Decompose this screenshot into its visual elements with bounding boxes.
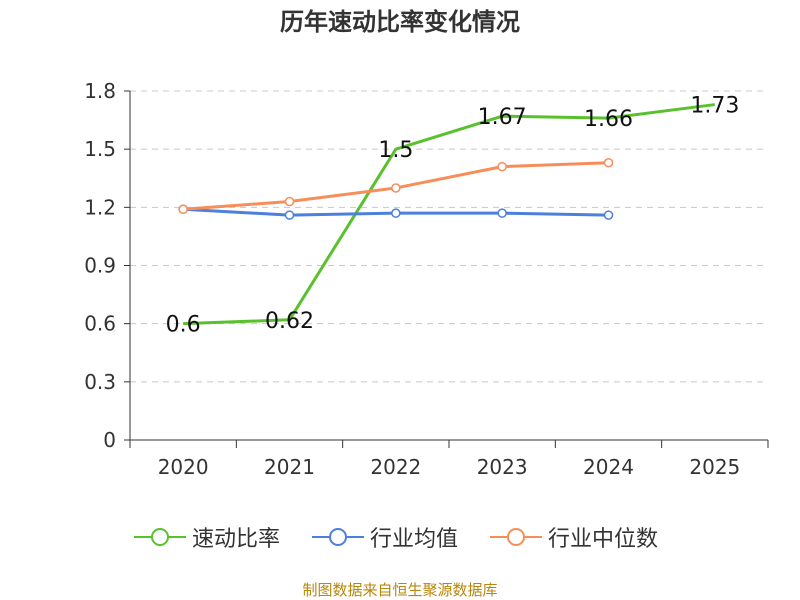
legend: 速动比率 行业均值 行业中位数: [0, 519, 800, 555]
x-tick-label: 2022: [370, 455, 421, 479]
legend-label: 速动比率: [192, 527, 281, 552]
legend-marker-icon: [490, 528, 542, 546]
gridlines: [130, 90, 768, 383]
data-point: [603, 157, 614, 168]
data-label: 1.73: [690, 94, 739, 119]
x-tick-label: 2023: [477, 455, 528, 479]
data-point: [391, 208, 401, 218]
data-point: [497, 161, 507, 172]
y-tick-label: 1.8: [84, 79, 116, 103]
y-tick-label: 0: [103, 428, 116, 452]
x-tick-label: 2020: [158, 455, 209, 479]
legend-item-industry-mean[interactable]: 行业均值: [312, 519, 458, 555]
series-line-0: [183, 103, 716, 326]
x-tick-label: 2021: [264, 455, 315, 479]
legend-item-industry-median[interactable]: 行业中位数: [490, 519, 658, 555]
data-labels: 0.6 0.62 1.5 1.67 1.66 1.73: [166, 94, 740, 338]
x-tick-label: 2025: [689, 455, 740, 479]
y-tick-label: 0.3: [84, 370, 116, 394]
data-point: [178, 204, 188, 215]
y-tick-label: 0.6: [84, 312, 116, 336]
axes: 0 0.3 0.6 0.9 1.2 1.5 1.8 2020 2021 2022 2023 2024 2…: [84, 79, 769, 479]
data-point: [284, 196, 295, 207]
legend-marker-icon: [312, 528, 364, 546]
chart-title: 历年速动比率变化情况: [280, 8, 520, 36]
legend-marker-icon: [134, 528, 186, 546]
data-label: 1.67: [478, 105, 527, 130]
source-note: 制图数据来自恒生聚源数据库: [302, 581, 498, 599]
data-label: 0.62: [265, 309, 314, 334]
series: [178, 103, 716, 326]
legend-label: 行业均值: [370, 527, 459, 552]
legend-label: 行业中位数: [548, 527, 659, 552]
data-label: 1.66: [584, 107, 633, 132]
data-point: [497, 208, 507, 218]
y-tick-label: 0.9: [84, 254, 116, 278]
data-label: 0.6: [166, 313, 201, 338]
data-point: [284, 210, 295, 220]
data-point: [603, 210, 614, 220]
data-point: [391, 183, 401, 193]
y-tick-label: 1.5: [84, 137, 116, 161]
data-label: 1.5: [378, 138, 413, 163]
x-tick-label: 2024: [583, 455, 634, 479]
legend-item-quick-ratio[interactable]: 速动比率: [134, 519, 280, 555]
y-tick-label: 1.2: [84, 195, 116, 219]
